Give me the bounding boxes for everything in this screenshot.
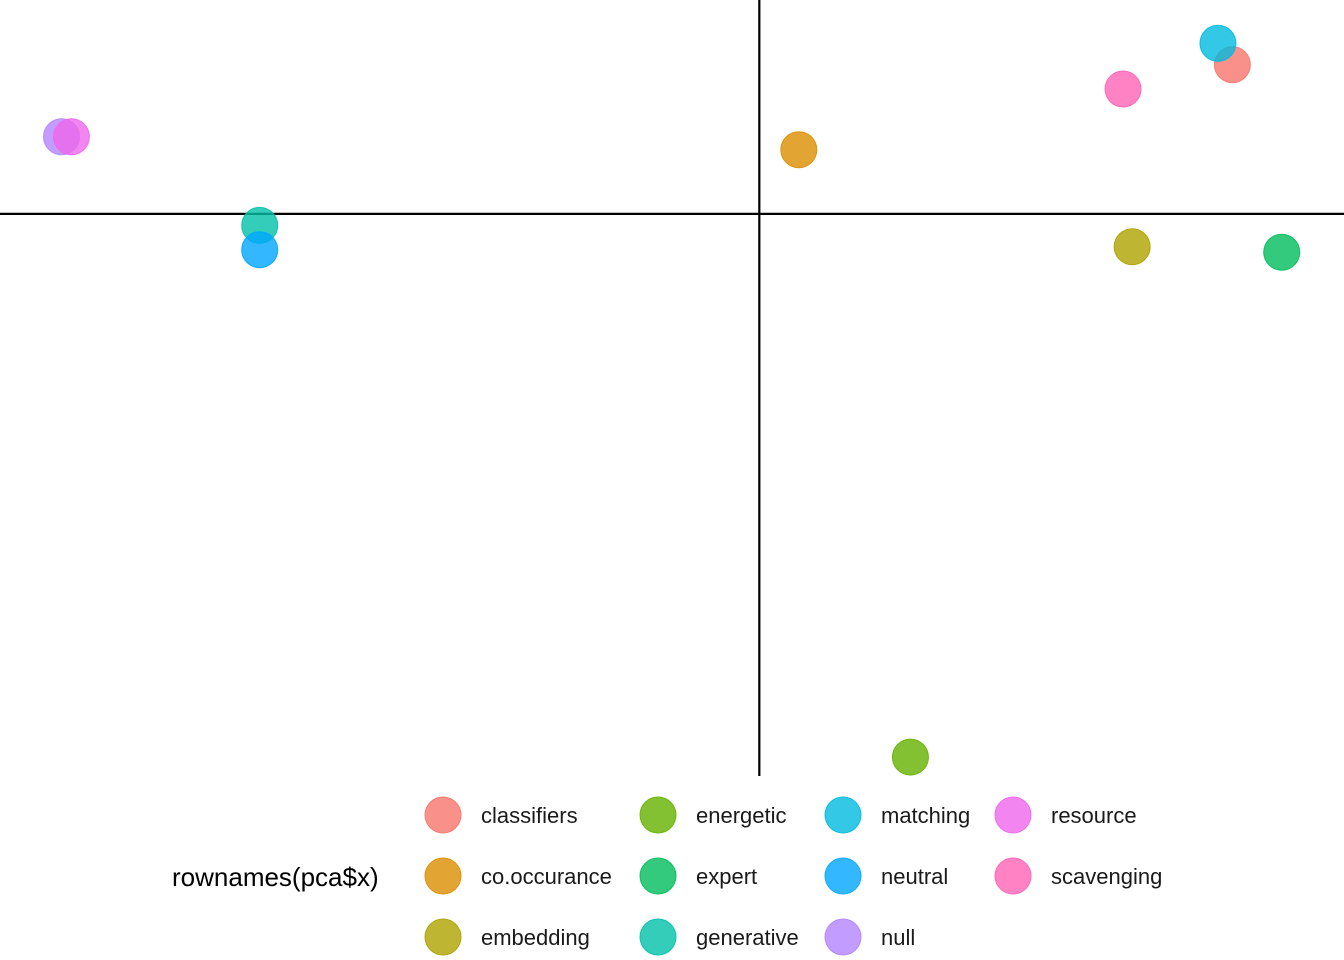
plot-area xyxy=(0,0,1344,776)
point-co-occurance xyxy=(780,131,818,169)
legend-key xyxy=(639,796,677,834)
legend-title: rownames(pca$x) xyxy=(172,862,379,892)
legend-key xyxy=(639,857,677,895)
legend-label: co.occurance xyxy=(481,864,612,889)
point-resource xyxy=(52,118,90,156)
legend-label: neutral xyxy=(881,864,948,889)
point-scavenging xyxy=(1104,70,1142,108)
legend-label: embedding xyxy=(481,925,590,950)
legend-item-classifiers: classifiers xyxy=(424,796,578,834)
legend-item-expert: expert xyxy=(639,857,757,895)
legend-key xyxy=(824,796,862,834)
legend-item-resource: resource xyxy=(994,796,1137,834)
legend-item-matching: matching xyxy=(824,796,970,834)
point-energetic xyxy=(891,738,929,776)
point-matching xyxy=(1199,24,1237,62)
legend-label: scavenging xyxy=(1051,864,1162,889)
legend-item-generative: generative xyxy=(639,918,799,956)
legend-label: resource xyxy=(1051,803,1137,828)
point-expert xyxy=(1263,233,1301,271)
legend: rownames(pca$x) classifiers co.occurance e… xyxy=(172,796,1162,956)
legend-key xyxy=(824,857,862,895)
legend-item-energetic: energetic xyxy=(639,796,787,834)
legend-item-embedding: embedding xyxy=(424,918,590,956)
legend-key xyxy=(424,918,462,956)
legend-key xyxy=(824,918,862,956)
legend-item-neutral: neutral xyxy=(824,857,948,895)
legend-item-null: null xyxy=(824,918,915,956)
legend-label: energetic xyxy=(696,803,787,828)
legend-label: matching xyxy=(881,803,970,828)
legend-label: expert xyxy=(696,864,757,889)
legend-key xyxy=(994,796,1032,834)
legend-label: null xyxy=(881,925,915,950)
legend-item-scavenging: scavenging xyxy=(994,857,1162,895)
point-neutral xyxy=(241,231,279,269)
legend-key xyxy=(994,857,1032,895)
point-embedding xyxy=(1113,228,1151,266)
legend-item-co-occurance: co.occurance xyxy=(424,857,612,895)
legend-key xyxy=(424,857,462,895)
legend-key xyxy=(424,796,462,834)
legend-label: classifiers xyxy=(481,803,578,828)
legend-key xyxy=(639,918,677,956)
legend-label: generative xyxy=(696,925,799,950)
